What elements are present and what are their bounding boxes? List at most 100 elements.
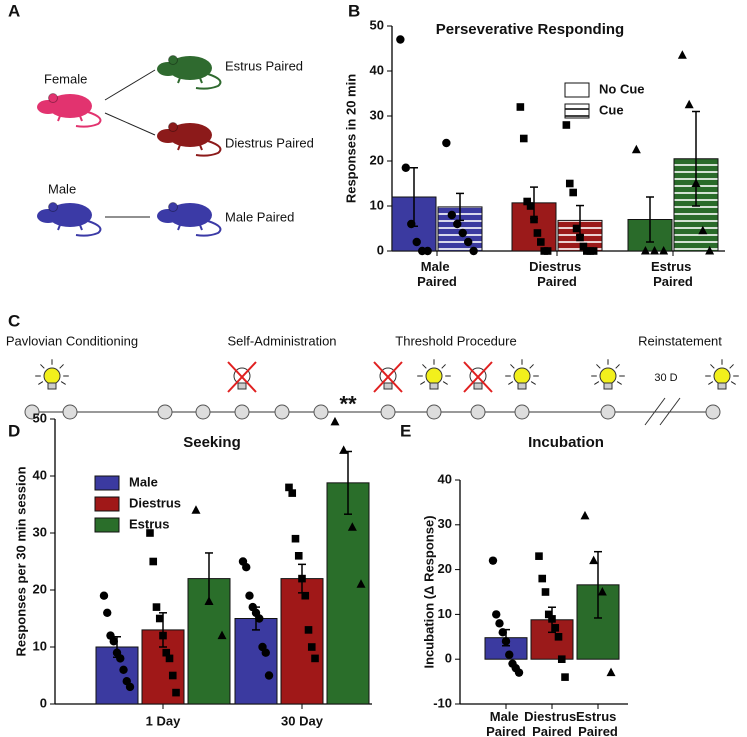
bar <box>187 578 231 705</box>
timeline-node <box>600 404 616 420</box>
data-point <box>298 574 306 583</box>
x-tick-label: Estrus Paired <box>651 259 695 289</box>
x-tick-label: Male Paired <box>417 259 457 289</box>
data-point <box>453 219 462 229</box>
cue-off-icon <box>463 361 493 393</box>
data-point <box>530 215 538 224</box>
data-point <box>519 134 528 143</box>
data-point <box>469 246 478 256</box>
legend-swatch <box>564 103 590 119</box>
cue-off-icon <box>227 361 257 393</box>
rat-leg <box>177 77 181 84</box>
data-point <box>684 99 694 109</box>
label-line: Estrus <box>576 709 620 724</box>
y-tick-label: 10 <box>438 606 452 621</box>
data-point <box>659 246 669 255</box>
data-point <box>356 579 366 588</box>
data-point <box>204 596 214 605</box>
light-ray <box>730 381 736 385</box>
error-bar <box>692 110 700 207</box>
data-point <box>423 246 432 256</box>
data-point <box>698 225 708 235</box>
rat-leg <box>57 224 61 231</box>
data-point <box>217 630 227 640</box>
paired-label: Diestrus Paired <box>225 135 314 150</box>
data-point <box>597 587 607 596</box>
chart-title: Seeking <box>183 434 241 451</box>
y-tick-label: -10 <box>433 695 452 710</box>
legend-label: Male <box>129 474 158 489</box>
light-ray <box>60 381 66 385</box>
x-tick-label: Estrus Paired <box>576 709 620 737</box>
rat-leg <box>177 144 181 151</box>
paired-label: Estrus Paired <box>225 58 303 73</box>
timeline-node <box>426 404 442 420</box>
data-point <box>245 591 254 600</box>
cue-light-icon <box>705 359 739 390</box>
x-tick-label: Diestrus Paired <box>524 709 580 737</box>
light-ray <box>508 381 514 385</box>
rat-head <box>37 209 59 223</box>
bulb-base <box>603 382 613 390</box>
timeline-node <box>195 404 211 420</box>
rat-leg <box>199 144 203 151</box>
data-point <box>407 219 416 229</box>
legend-label: Diestrus <box>129 495 181 510</box>
rat-tail <box>75 111 102 128</box>
y-tick-label: 40 <box>33 467 47 482</box>
panel-letter: E <box>400 421 411 440</box>
rat-tail <box>195 73 222 90</box>
y-tick-label: 10 <box>370 197 384 212</box>
data-point <box>561 673 569 681</box>
y-tick-label: 20 <box>33 581 47 596</box>
legend-swatch <box>94 517 120 533</box>
label-line: Paired <box>578 724 618 737</box>
data-point <box>640 246 650 255</box>
legend-swatch <box>94 496 120 512</box>
light-ray <box>529 364 534 369</box>
bulb-base <box>429 382 439 390</box>
rat-ear <box>168 202 178 212</box>
rat-icon <box>157 55 222 90</box>
rat-head <box>157 62 179 76</box>
data-point <box>339 445 349 454</box>
data-point <box>523 197 531 206</box>
bulb-base <box>473 382 483 390</box>
cue-light-icon <box>505 359 539 390</box>
panel-letter: D <box>8 421 20 440</box>
rat-head <box>37 100 59 114</box>
chart-title: Incubation <box>528 434 604 451</box>
data-point <box>526 202 535 210</box>
data-point <box>505 650 514 659</box>
data-point <box>498 628 507 637</box>
data-point <box>146 529 154 537</box>
data-point <box>538 574 547 583</box>
group-label: Male <box>48 181 76 196</box>
bulb <box>713 367 731 385</box>
data-point <box>291 534 300 543</box>
rat-body <box>48 94 92 118</box>
data-point <box>554 633 563 641</box>
data-point <box>103 608 112 617</box>
y-tick-label: 0 <box>377 242 384 257</box>
data-point <box>311 654 319 663</box>
data-point <box>125 682 135 692</box>
light-ray <box>708 381 714 385</box>
data-point <box>543 247 552 255</box>
label-line: Paired <box>417 274 457 289</box>
y-axis-label: Responses in 20 min <box>343 74 358 203</box>
data-point <box>501 637 511 646</box>
data-point <box>589 555 599 565</box>
rat-icon <box>37 202 102 237</box>
bulb-base <box>383 382 393 390</box>
error-bar <box>646 196 654 243</box>
legend-label: Estrus <box>129 516 169 531</box>
label-line: Diestrus <box>529 259 585 274</box>
data-point <box>650 246 660 255</box>
cue-light-icon <box>591 359 625 390</box>
cross <box>463 361 493 393</box>
light-ray <box>38 381 44 385</box>
rat-body <box>48 203 92 227</box>
data-point <box>155 614 164 623</box>
